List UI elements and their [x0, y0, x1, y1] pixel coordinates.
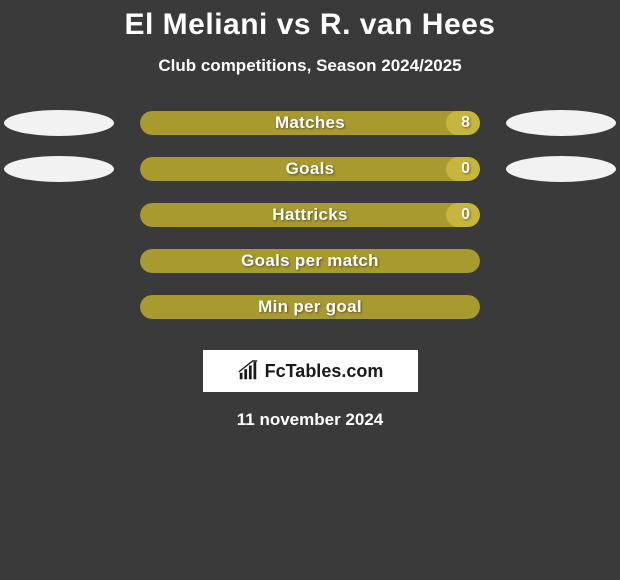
stat-label: Matches	[140, 111, 480, 135]
stat-row: Goals per match	[0, 238, 620, 284]
stat-value-right: 8	[461, 111, 470, 135]
player-right-ellipse	[506, 110, 616, 136]
stat-label: Hattricks	[140, 203, 480, 227]
stat-bar: Hattricks0	[140, 203, 480, 227]
logo-text: FcTables.com	[265, 361, 384, 382]
logo-box: FcTables.com	[203, 350, 418, 392]
stat-row: Matches8	[0, 100, 620, 146]
stat-row: Min per goal	[0, 284, 620, 330]
stat-value-right: 0	[461, 157, 470, 181]
stat-label: Goals per match	[140, 249, 480, 273]
stat-bar: Matches8	[140, 111, 480, 135]
stat-row: Hattricks0	[0, 192, 620, 238]
stat-bar: Min per goal	[140, 295, 480, 319]
footer-date: 11 november 2024	[0, 410, 620, 430]
player-left-ellipse	[4, 110, 114, 136]
stat-label: Min per goal	[140, 295, 480, 319]
page-subtitle: Club competitions, Season 2024/2025	[0, 56, 620, 76]
stat-rows: Matches8Goals0Hattricks0Goals per matchM…	[0, 100, 620, 330]
stat-bar: Goals0	[140, 157, 480, 181]
stat-value-right: 0	[461, 203, 470, 227]
comparison-infographic: El Meliani vs R. van Hees Club competiti…	[0, 0, 620, 430]
page-title: El Meliani vs R. van Hees	[0, 8, 620, 42]
stat-row: Goals0	[0, 146, 620, 192]
stat-label: Goals	[140, 157, 480, 181]
stat-bar: Goals per match	[140, 249, 480, 273]
player-right-ellipse	[506, 156, 616, 182]
player-left-ellipse	[4, 156, 114, 182]
chart-icon	[237, 360, 259, 382]
